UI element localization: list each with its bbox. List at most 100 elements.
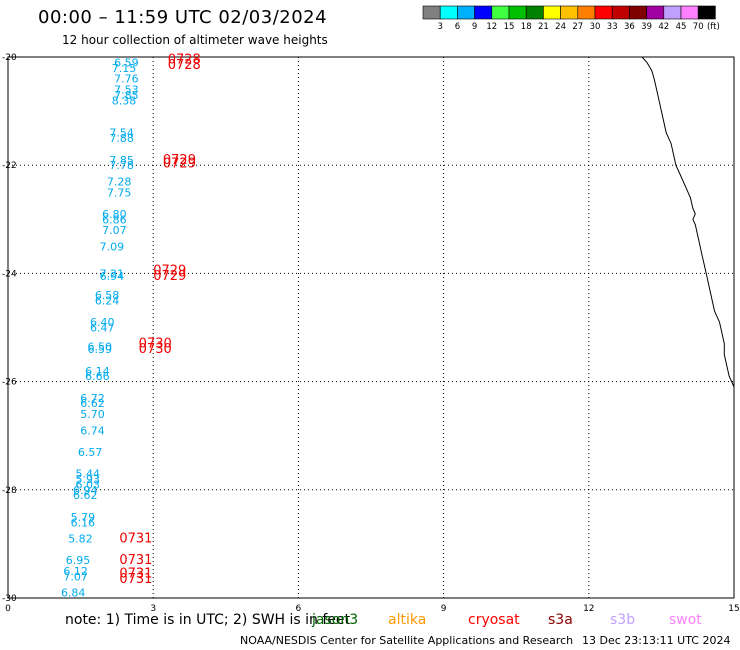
wave-height-label: 5.44 xyxy=(75,468,100,481)
coastline xyxy=(641,56,735,388)
colorbar-label: 24 xyxy=(555,22,566,32)
wave-height-label: 6.66 xyxy=(85,370,110,383)
wave-height-label: 6.86 xyxy=(102,213,127,226)
wave-height-label: 6.40 xyxy=(90,316,115,329)
colorbar-label: 3 xyxy=(437,22,442,32)
satellite-legend-s3a: s3a xyxy=(548,612,573,628)
colorbar-label: 70 xyxy=(693,22,704,32)
wave-height-label: 7.21 xyxy=(100,267,125,280)
colorbar-swatch xyxy=(594,5,613,20)
wave-height-label: 7.54 xyxy=(109,127,134,140)
colorbar-label: 6 xyxy=(455,22,460,32)
colorbar-label: 27 xyxy=(572,22,583,32)
map-frame xyxy=(7,56,735,599)
pass-time-label: 0730 xyxy=(139,342,172,357)
wave-height-label: 7.76 xyxy=(114,73,139,86)
x-tick-label: 15 xyxy=(728,604,739,614)
colorbar-swatch xyxy=(697,5,716,20)
colorbar-label: 15 xyxy=(504,22,515,32)
y-tick-label: -30 xyxy=(2,594,17,604)
wave-height-label: 6.94 xyxy=(73,484,98,497)
wave-height-label: 7.85 xyxy=(114,89,139,102)
colorbar-swatch xyxy=(629,5,647,20)
colorbar-label: 21 xyxy=(538,22,549,32)
wave-height-label: 8.38 xyxy=(112,94,137,107)
colorbar-swatch xyxy=(422,5,441,20)
x-tick-label: 0 xyxy=(5,604,11,614)
wave-height-label: 6.80 xyxy=(102,208,127,221)
colorbar-swatch xyxy=(439,5,458,20)
chart-subtitle: 12 hour collection of altimeter wave hei… xyxy=(62,33,328,47)
colorbar-swatch xyxy=(611,5,630,20)
wave-height-label: 6.12 xyxy=(63,565,88,578)
y-tick-label: -24 xyxy=(2,269,17,279)
colorbar-swatch xyxy=(663,5,682,20)
pass-time-label: 0731 xyxy=(119,553,152,568)
wave-height-label: 6.72 xyxy=(80,392,105,405)
wave-height-label: 6.62 xyxy=(73,489,98,502)
x-tick-label: 6 xyxy=(296,604,302,614)
colorbar-swatch xyxy=(525,5,544,20)
wave-height-label: 6.58 xyxy=(95,289,120,302)
colorbar-swatch xyxy=(543,5,561,20)
colorbar-label: 30 xyxy=(590,22,601,32)
wave-height-label: 6.74 xyxy=(80,424,105,437)
wave-height-label: 6.59 xyxy=(114,56,139,69)
satellite-legend-jason3: jason3 xyxy=(312,612,359,628)
wave-height-label: 7.78 xyxy=(109,159,134,172)
wave-height-label: 5.70 xyxy=(80,408,105,421)
colorbar-label: 36 xyxy=(624,22,635,32)
x-tick-label: 9 xyxy=(441,604,447,614)
x-tick-label: 12 xyxy=(583,604,594,614)
wave-height-label: 6.16 xyxy=(71,516,96,529)
wave-height-label: 7.75 xyxy=(107,186,132,199)
colorbar-label: 39 xyxy=(641,22,652,32)
wave-height-label: 6.57 xyxy=(78,446,103,459)
wave-height-label: 7.85 xyxy=(109,154,134,167)
colorbar-swatch xyxy=(457,5,475,20)
wave-height-label: 5.82 xyxy=(68,532,93,545)
chart-title: 00:00 – 11:59 UTC 02/03/2024 xyxy=(38,7,328,28)
satellite-legend-swot: swot xyxy=(669,612,702,628)
wave-height-label: 5.79 xyxy=(71,511,96,524)
wave-height-label: 6.24 xyxy=(95,294,120,307)
wave-height-label: 7.28 xyxy=(107,175,132,188)
colorbar-label: 33 xyxy=(607,22,618,32)
wave-height-label: 7.15 xyxy=(112,62,137,75)
colorbar-label: 42 xyxy=(658,22,669,32)
wave-height-label: 6.03 xyxy=(75,478,100,491)
pass-time-label: 0731 xyxy=(119,531,152,546)
pass-time-label: 0731 xyxy=(119,572,152,587)
wave-height-label: 7.53 xyxy=(114,83,139,96)
y-tick-label: -28 xyxy=(2,486,17,496)
y-tick-label: -22 xyxy=(2,161,17,171)
pass-time-label: 0729 xyxy=(153,269,186,284)
wave-height-label: 6.14 xyxy=(85,365,110,378)
wave-height-label: 7.07 xyxy=(102,224,127,237)
colorbar-swatch xyxy=(508,5,527,20)
satellite-legend-altika: altika xyxy=(388,612,427,628)
colorbar-label: 9 xyxy=(472,22,477,32)
footer-note: note: 1) Time is in UTC; 2) SWH is in fe… xyxy=(65,612,351,628)
satellite-legend-cryosat: cryosat xyxy=(468,612,520,628)
pass-time-label: 0728 xyxy=(168,58,201,73)
pass-time-label: 0729 xyxy=(163,153,196,168)
pass-time-label: 0729 xyxy=(153,264,186,279)
wave-height-label: 6.47 xyxy=(90,322,115,335)
wave-height-label: 6.84 xyxy=(61,587,86,600)
wave-height-label: 6.50 xyxy=(88,340,113,353)
colorbar-swatch xyxy=(560,5,579,20)
wave-height-label: 6.94 xyxy=(100,270,125,283)
y-tick-label: -26 xyxy=(2,378,17,388)
pass-time-label: 0728 xyxy=(168,53,201,68)
wave-height-label: 5.93 xyxy=(75,473,100,486)
wave-height-label: 7.07 xyxy=(63,570,88,583)
colorbar-swatch xyxy=(491,5,510,20)
pass-time-label: 0729 xyxy=(163,157,196,172)
colorbar-swatch xyxy=(577,5,596,20)
pass-time-label: 0731 xyxy=(119,567,152,582)
wave-height-label: 7.88 xyxy=(109,132,134,145)
x-tick-label: 3 xyxy=(150,604,156,614)
colorbar-swatch xyxy=(680,5,699,20)
